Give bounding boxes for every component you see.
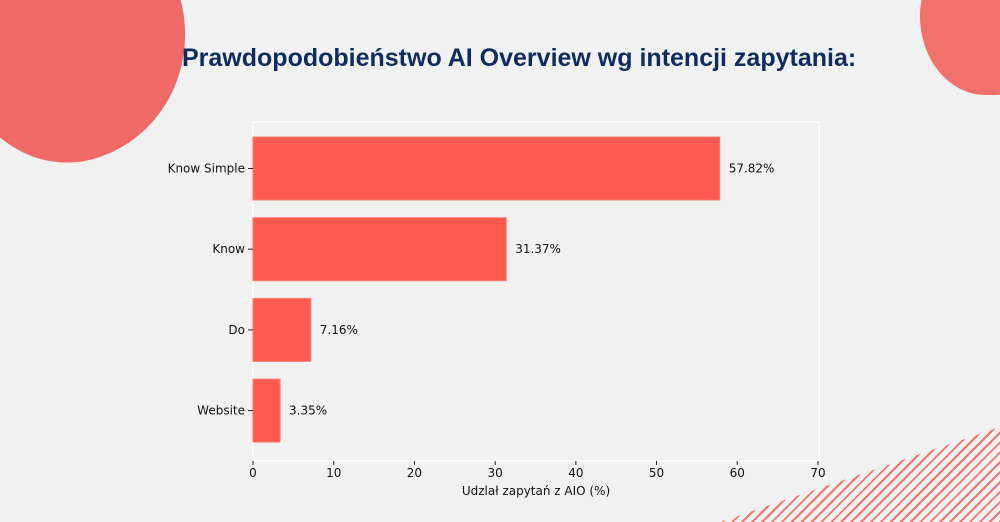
y-tick-label: Know Simple [168,162,245,176]
x-tick-label: 60 [730,466,745,480]
x-tick-label: 20 [407,466,422,480]
bar [252,136,721,201]
bar [252,297,312,362]
x-tick-label: 70 [810,466,825,480]
data-label: 57.82% [729,162,775,176]
data-label: 7.16% [320,323,358,337]
y-tick-label: Website [197,404,245,418]
x-tick-label: 50 [649,466,664,480]
x-axis-label: Udzlał zapytań z AIO (%) [462,484,610,498]
x-tick-label: 0 [249,466,257,480]
x-tick-label: 10 [326,466,341,480]
data-label: 31.37% [515,242,561,256]
chart-title: Prawdopodobieństwo AI Overview wg intenc… [182,44,857,72]
data-label: 3.35% [289,404,327,418]
plot-area [252,121,820,462]
x-tick-label: 30 [488,466,503,480]
y-tick-label: Know [212,242,245,256]
x-tick-label: 40 [568,466,583,480]
bar [252,217,507,282]
y-tick-label: Do [228,323,245,337]
bar [252,378,281,443]
